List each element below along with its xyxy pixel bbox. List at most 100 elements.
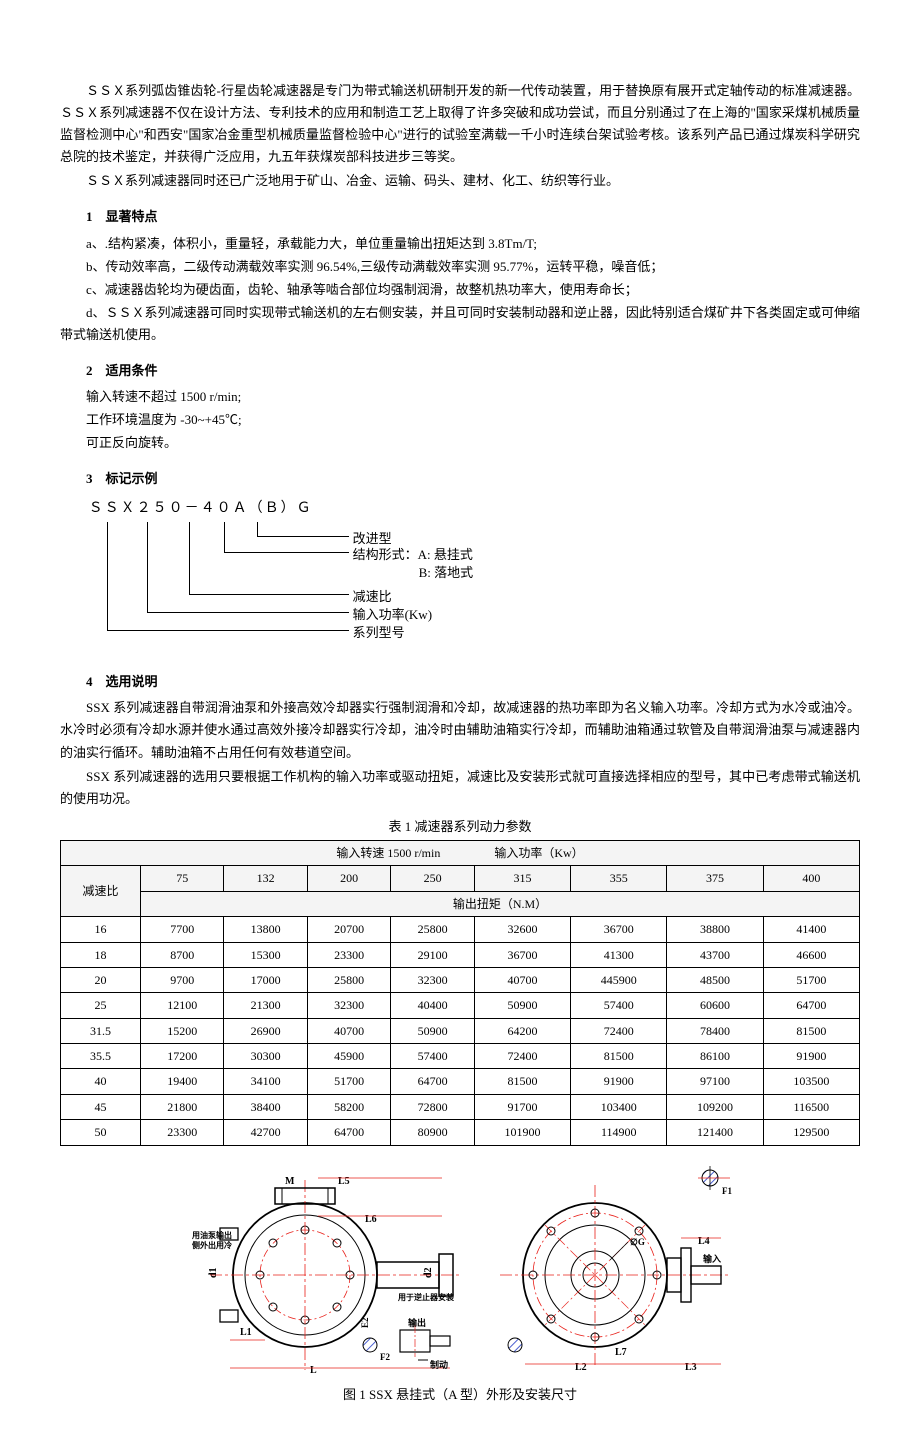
torque-cell: 30300 [224,1044,307,1069]
torque-cell: 114900 [571,1120,667,1145]
torque-cell: 101900 [474,1120,570,1145]
torque-cell: 45900 [307,1044,390,1069]
ratio-cell: 40 [61,1069,141,1094]
torque-cell: 48500 [667,967,763,992]
torque-cell: 29100 [391,942,474,967]
torque-cell: 64700 [391,1069,474,1094]
anno-output: 输出 [408,1317,426,1328]
torque-cell: 32300 [307,993,390,1018]
torque-cell: 121400 [667,1120,763,1145]
ratio-cell: 25 [61,993,141,1018]
figure-1: M L5 L6 d1 d2 L1 L 用油泵输出 侧外出用冷 F2 E [60,1160,860,1380]
header-power: 输入功率（Kw） [494,846,583,860]
anno-backstop: 用于逆止器安装 [397,1292,454,1302]
torque-cell: 41400 [763,917,859,942]
torque-cell: 116500 [763,1094,859,1119]
figure-1-caption: 图 1 SSX 悬挂式（A 型）外形及安装尺寸 [60,1384,860,1406]
feature-d: d、ＳＳＸ系列减速器可同时实现带式输送机的左右侧安装，并且可同时安装制动器和逆止… [60,302,860,346]
feature-b: b、传动效率高，二级传动满载效率实测 96.54%,三级传动满载效率实测 95.… [60,256,860,278]
torque-cell: 64700 [763,993,859,1018]
torque-cell: 40700 [307,1018,390,1043]
torque-cell: 23300 [307,942,390,967]
model-code-diagram: ＳＳＸ２５０－４０Ａ（Ｂ）Ｇ 改进型 结构形式：A: 悬挂式 B: 落地式 减速… [89,497,860,658]
label-series: 系列型号 [353,622,405,644]
table-row: 5023300427006470080900101900114900121400… [61,1120,860,1145]
torque-cell: 23300 [141,1120,224,1145]
feature-a: a、.结构紧凑，体积小，重量轻，承载能力大，单位重量输出扭矩达到 3.8Tm/T… [60,233,860,255]
dim-f1: F1 [722,1186,732,1196]
model-code-text: ＳＳＸ２５０－４０Ａ（Ｂ）Ｇ [89,497,860,521]
condition-temp: 工作环境温度为 -30~+45℃; [60,409,860,431]
anno-pump1: 用油泵输出 [191,1230,232,1240]
torque-cell: 32600 [474,917,570,942]
torque-cell: 91700 [474,1094,570,1119]
ratio-cell: 18 [61,942,141,967]
intro-paragraph-2: ＳＳＸ系列减速器同时还已广泛地用于矿山、冶金、运输、码头、建材、化工、纺织等行业… [60,170,860,192]
torque-cell: 80900 [391,1120,474,1145]
mechanical-drawing: M L5 L6 d1 d2 L1 L 用油泵输出 侧外出用冷 F2 E [180,1160,740,1380]
ratio-cell: 20 [61,967,141,992]
torque-cell: 72400 [571,1018,667,1043]
dim-m: M [285,1176,295,1187]
table-caption: 表 1 减速器系列动力参数 [60,816,860,838]
table-row: 2097001700025800323004070044590048500517… [61,967,860,992]
torque-cell: 81500 [763,1018,859,1043]
anno-pump2: 侧外出用冷 [192,1240,232,1250]
torque-cell: 91900 [571,1069,667,1094]
torque-cell: 40700 [474,967,570,992]
parameter-table: 输入转速 1500 r/min 输入功率（Kw） 减速比 75 132 200 … [60,840,860,1146]
torque-cell: 17000 [224,967,307,992]
section-3-title: 3 标记示例 [60,468,860,490]
power-col-1: 132 [224,866,307,891]
torque-cell: 41300 [571,942,667,967]
torque-cell: 91900 [763,1044,859,1069]
torque-cell: 42700 [224,1120,307,1145]
torque-cell: 8700 [141,942,224,967]
torque-cell: 58200 [307,1094,390,1119]
torque-cell: 7700 [141,917,224,942]
intro-paragraph-1: ＳＳＸ系列弧齿锥齿轮-行星齿轮减速器是专门为带式输送机研制开发的新一代传动装置，… [60,80,860,168]
torque-cell: 21800 [141,1094,224,1119]
anno-brake: 制动 [430,1359,448,1370]
dim-f2: F2 [380,1352,390,1362]
torque-cell: 57400 [571,993,667,1018]
torque-cell: 46600 [763,942,859,967]
torque-cell: 26900 [224,1018,307,1043]
torque-cell: 20700 [307,917,390,942]
torque-cell: 38800 [667,917,763,942]
torque-cell: 34100 [224,1069,307,1094]
table-row: 2512100213003230040400509005740060600647… [61,993,860,1018]
torque-cell: 72400 [474,1044,570,1069]
table-row: 4521800384005820072800917001034001092001… [61,1094,860,1119]
torque-cell: 81500 [474,1069,570,1094]
torque-cell: 36700 [474,942,570,967]
torque-cell: 36700 [571,917,667,942]
header-speed: 输入转速 1500 r/min [336,846,440,860]
section-4-title: 4 选用说明 [60,671,860,693]
power-col-4: 315 [474,866,570,891]
torque-cell: 25800 [391,917,474,942]
dim-l7: L7 [615,1347,627,1358]
anno-input: 输入 [703,1253,721,1264]
torque-cell: 40400 [391,993,474,1018]
torque-cell: 19400 [141,1069,224,1094]
ratio-cell: 45 [61,1094,141,1119]
torque-cell: 50900 [474,993,570,1018]
torque-cell: 50900 [391,1018,474,1043]
torque-cell: 64700 [307,1120,390,1145]
selection-p1: SSX 系列减速器自带润滑油泵和外接高效冷却器实行强制润滑和冷却，故减速器的热功… [60,697,860,763]
feature-c: c、减速器齿轮均为硬齿面，齿轮、轴承等啮合部位均强制润滑，故整机热功率大，使用寿… [60,279,860,301]
torque-cell: 25800 [307,967,390,992]
torque-cell: 86100 [667,1044,763,1069]
torque-cell: 9700 [141,967,224,992]
torque-cell: 97100 [667,1069,763,1094]
torque-cell: 43700 [667,942,763,967]
torque-cell: 103400 [571,1094,667,1119]
selection-p2: SSX 系列减速器的选用只要根据工作机构的输入功率或驱动扭矩，减速比及安装形式就… [60,766,860,810]
table-row: 31.5152002690040700509006420072400784008… [61,1018,860,1043]
torque-cell: 12100 [141,993,224,1018]
torque-cell: 103500 [763,1069,859,1094]
torque-cell: 21300 [224,993,307,1018]
ratio-header: 减速比 [61,866,141,917]
torque-cell: 129500 [763,1120,859,1145]
